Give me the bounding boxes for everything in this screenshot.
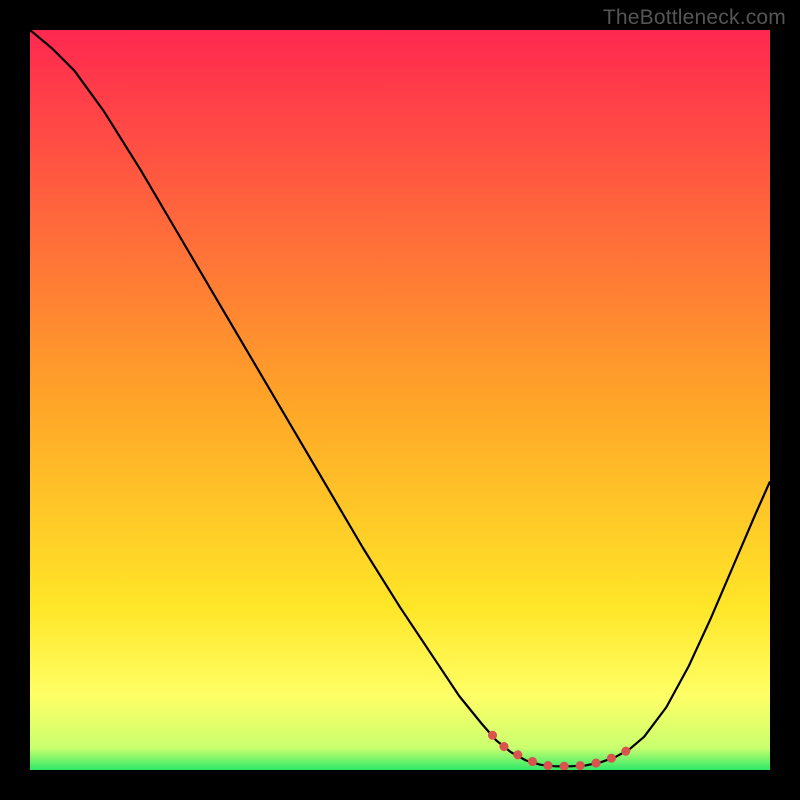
watermark-text: TheBottleneck.com bbox=[603, 6, 786, 30]
chart-svg bbox=[30, 30, 770, 770]
chart-panel bbox=[30, 30, 770, 770]
chart-background bbox=[30, 30, 770, 770]
